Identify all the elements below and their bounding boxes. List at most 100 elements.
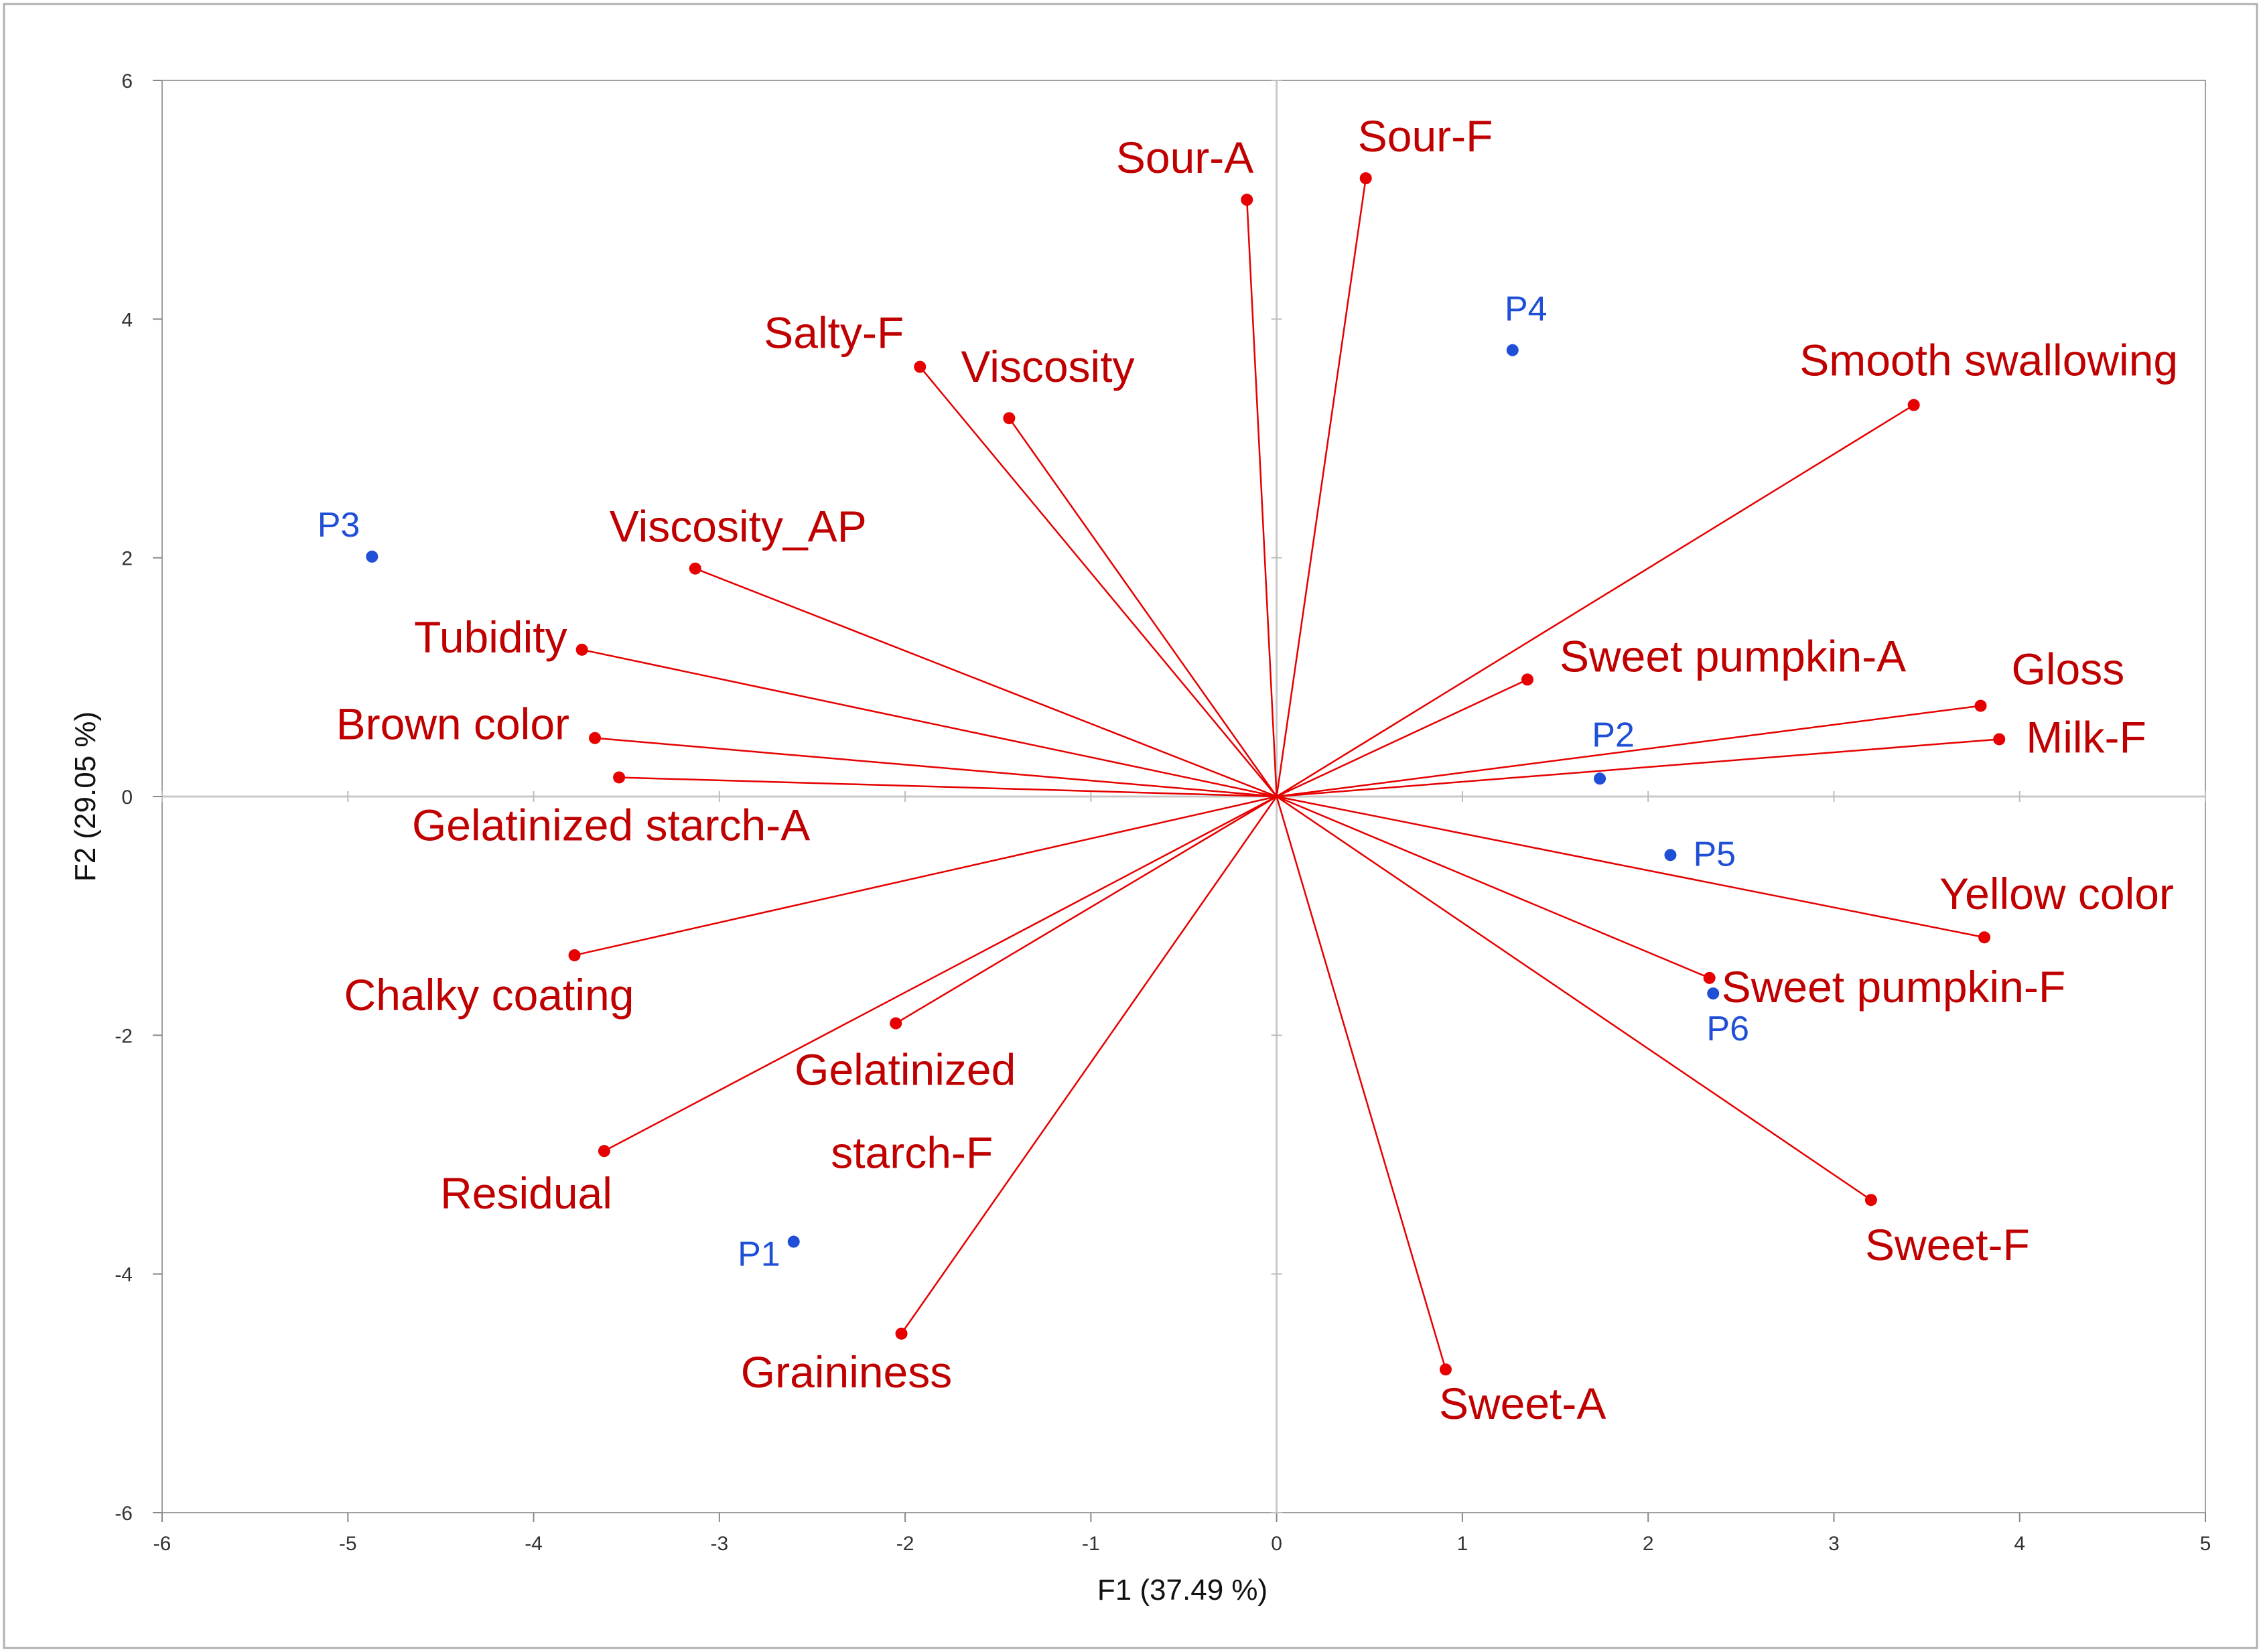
variable-point-yellow-color <box>1978 931 1991 944</box>
variable-point-smooth-swallowing <box>1907 399 1920 411</box>
variable-label-sweet-pumpkin-f: Sweet pumpkin-F <box>1722 962 2066 1012</box>
variable-point-viscosity <box>1003 412 1016 425</box>
variable-point-sweet-f <box>1864 1194 1877 1207</box>
vector-sweet-pumpkin-f <box>1276 795 1710 979</box>
variable-point-sweet-pumpkin-f <box>1703 971 1716 984</box>
vector-sweet-a <box>1276 796 1447 1370</box>
x-tick-label: 0 <box>1271 1533 1282 1555</box>
y-tick-label: 2 <box>121 548 133 570</box>
y-axis-title: F2 (29.05 %) <box>69 711 102 882</box>
variable-point-salty-f <box>914 360 927 373</box>
variable-label-chalky-coating: Chalky coating <box>344 970 634 1020</box>
y-tick-label: -6 <box>115 1503 133 1525</box>
vector-salty-f <box>919 366 1278 797</box>
observation-label-p5: P5 <box>1693 835 1736 874</box>
variable-label-sour-a: Sour-A <box>1116 133 1253 182</box>
variable-point-gelatinized-starch-a <box>613 771 626 784</box>
variable-point-brown-color <box>589 732 602 744</box>
x-tick-label: 4 <box>2014 1533 2025 1555</box>
figure-border <box>3 3 2258 1649</box>
x-tick-label: 3 <box>1828 1533 1840 1555</box>
y-tick-label: -2 <box>115 1025 133 1047</box>
vector-residual <box>604 795 1278 1152</box>
variable-label-tubidity: Tubidity <box>414 612 567 662</box>
variable-point-sweet-a <box>1439 1363 1452 1376</box>
variable-label-residual: Residual <box>440 1168 612 1218</box>
variable-point-residual <box>598 1145 610 1158</box>
variable-label-viscosity-ap: Viscosity_AP <box>610 502 867 551</box>
y-tick-label: 6 <box>121 70 133 92</box>
labels-layer: Sour-A Sour-F Salty-F Viscosity Smooth swall… <box>318 111 2178 1428</box>
y-tick-label: 0 <box>121 786 133 809</box>
variable-point-gloss <box>1974 699 1987 712</box>
variable-label-milk-f: Milk-F <box>2026 712 2146 762</box>
variable-label-yellow-color: Yellow color <box>1939 869 2174 918</box>
variable-label-gelatinized-starch-a: Gelatinized starch-A <box>412 800 810 849</box>
observation-point-p6 <box>1707 987 1720 1000</box>
vector-sweet-pumpkin-a <box>1276 679 1528 798</box>
observation-label-p1: P1 <box>738 1235 780 1274</box>
x-tick-label: 1 <box>1457 1533 1468 1555</box>
variable-label-line: Gelatinized <box>795 1045 1016 1095</box>
observation-point-p2 <box>1594 772 1606 785</box>
y-tick-label: 4 <box>121 309 133 331</box>
variable-label-smooth-swallowing: Smooth swallowing <box>1799 336 2178 385</box>
x-tick-label: 5 <box>2200 1533 2211 1555</box>
vector-sour-f <box>1276 178 1367 797</box>
variable-label-viscosity: Viscosity <box>961 342 1134 391</box>
vector-chalky-coating <box>574 795 1277 957</box>
x-tick-label: -3 <box>710 1533 728 1555</box>
variable-label-line: starch-F <box>831 1128 993 1178</box>
vector-gloss <box>1276 705 1981 798</box>
variable-point-viscosity-ap <box>689 562 701 575</box>
variable-label-salty-f: Salty-F <box>764 308 904 358</box>
variable-label-sweet-pumpkin-a: Sweet pumpkin-A <box>1560 631 1906 681</box>
vector-sour-a <box>1246 200 1278 797</box>
y-tick-label: -4 <box>115 1264 133 1286</box>
variable-point-tubidity <box>575 643 588 656</box>
variable-point-graininess <box>895 1327 908 1340</box>
vector-viscosity <box>1008 417 1278 797</box>
variable-vectors <box>568 172 2006 1376</box>
observation-point-p5 <box>1664 849 1677 862</box>
variable-point-chalky-coating <box>568 949 581 961</box>
x-tick-label: -2 <box>896 1533 914 1555</box>
observation-label-p4: P4 <box>1505 290 1548 329</box>
observation-point-p1 <box>787 1235 800 1248</box>
variable-point-sweet-pumpkin-a <box>1521 673 1533 686</box>
x-axis-title: F1 (37.49 %) <box>1097 1574 1267 1606</box>
x-tick-label: -6 <box>153 1533 172 1555</box>
vector-gelatinized-starch-f <box>895 795 1278 1024</box>
variable-label-sweet-a: Sweet-A <box>1439 1379 1606 1428</box>
vector-milk-f <box>1276 738 2000 798</box>
vector-tubidity <box>581 648 1277 798</box>
variable-label-sweet-f: Sweet-F <box>1865 1220 2030 1269</box>
variable-label-gelatinized-starch-f: Gelatinized starch-F <box>795 1045 1016 1178</box>
variable-point-gelatinized-starch-f <box>890 1017 902 1030</box>
vector-graininess <box>900 796 1278 1334</box>
vector-brown-color <box>594 737 1277 798</box>
observation-label-p6: P6 <box>1706 1010 1749 1048</box>
x-tick-label: -5 <box>339 1533 357 1555</box>
observation-point-p3 <box>366 550 379 563</box>
variable-label-gloss: Gloss <box>2012 644 2125 694</box>
observation-points <box>366 344 1720 1248</box>
x-tick-label: -4 <box>525 1533 543 1555</box>
observation-point-p4 <box>1506 344 1519 356</box>
variable-point-milk-f <box>1993 733 2006 746</box>
vector-sweet-f <box>1276 795 1872 1201</box>
variable-label-graininess: Graininess <box>741 1347 952 1397</box>
variable-label-brown-color: Brown color <box>336 699 569 749</box>
vector-yellow-color <box>1276 795 1985 939</box>
variable-point-sour-f <box>1359 172 1372 185</box>
observation-label-p3: P3 <box>318 506 360 545</box>
vector-smooth-swallowing <box>1276 404 1915 798</box>
variable-label-sour-f: Sour-F <box>1358 111 1493 161</box>
vector-gelatinized-starch-a <box>619 776 1277 798</box>
x-tick-label: -1 <box>1082 1533 1100 1555</box>
vector-viscosity-ap <box>695 567 1278 798</box>
variable-point-sour-a <box>1241 194 1253 206</box>
x-tick-label: 2 <box>1643 1533 1654 1555</box>
